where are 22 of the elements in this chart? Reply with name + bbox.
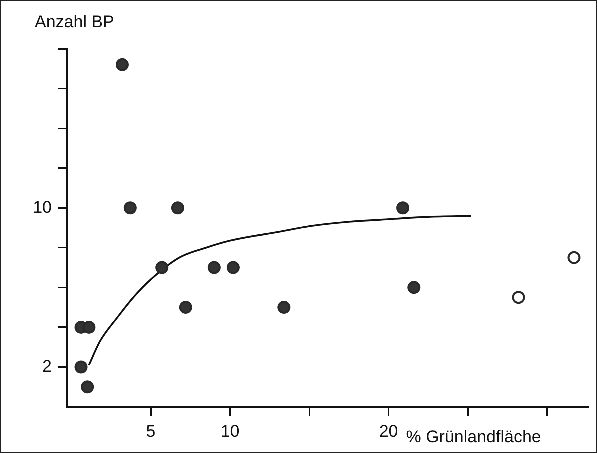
line-series	[88, 215, 472, 366]
point	[116, 58, 129, 72]
point	[278, 301, 291, 314]
point	[124, 202, 137, 215]
point	[512, 291, 526, 304]
x-tick-label: 20	[379, 422, 398, 441]
point	[179, 301, 192, 314]
point	[81, 380, 94, 394]
y-tick-label: 2	[42, 356, 52, 376]
point	[74, 360, 88, 374]
point	[171, 202, 184, 215]
point	[208, 261, 221, 274]
point	[226, 261, 240, 274]
point	[568, 251, 581, 264]
x-tick-label: 10	[220, 422, 240, 441]
y-axis-title: Anzahl BP	[35, 12, 114, 32]
x-axis-title: % Grünlandfläche	[406, 428, 542, 447]
point	[396, 202, 410, 215]
point	[156, 261, 169, 274]
point	[408, 281, 421, 294]
point	[82, 320, 96, 334]
x-tick-label: 5	[146, 422, 156, 441]
